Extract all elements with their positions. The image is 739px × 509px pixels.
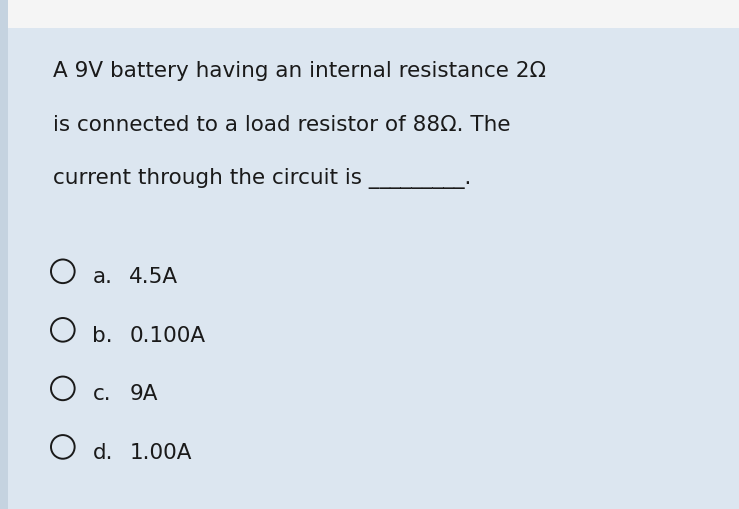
- Text: is connected to a load resistor of 88Ω. The: is connected to a load resistor of 88Ω. …: [53, 115, 511, 134]
- Text: b.: b.: [92, 326, 113, 346]
- Text: d.: d.: [92, 443, 113, 463]
- Text: A 9V battery having an internal resistance 2Ω: A 9V battery having an internal resistan…: [53, 61, 546, 81]
- Text: 0.100A: 0.100A: [129, 326, 205, 346]
- Text: current through the circuit is _________.: current through the circuit is _________…: [53, 168, 471, 189]
- Bar: [0, 0, 739, 28]
- Text: 1.00A: 1.00A: [129, 443, 192, 463]
- Bar: [0, 0, 8, 509]
- Text: 4.5A: 4.5A: [129, 267, 178, 287]
- Text: 9A: 9A: [129, 384, 158, 404]
- Text: a.: a.: [92, 267, 112, 287]
- Text: c.: c.: [92, 384, 111, 404]
